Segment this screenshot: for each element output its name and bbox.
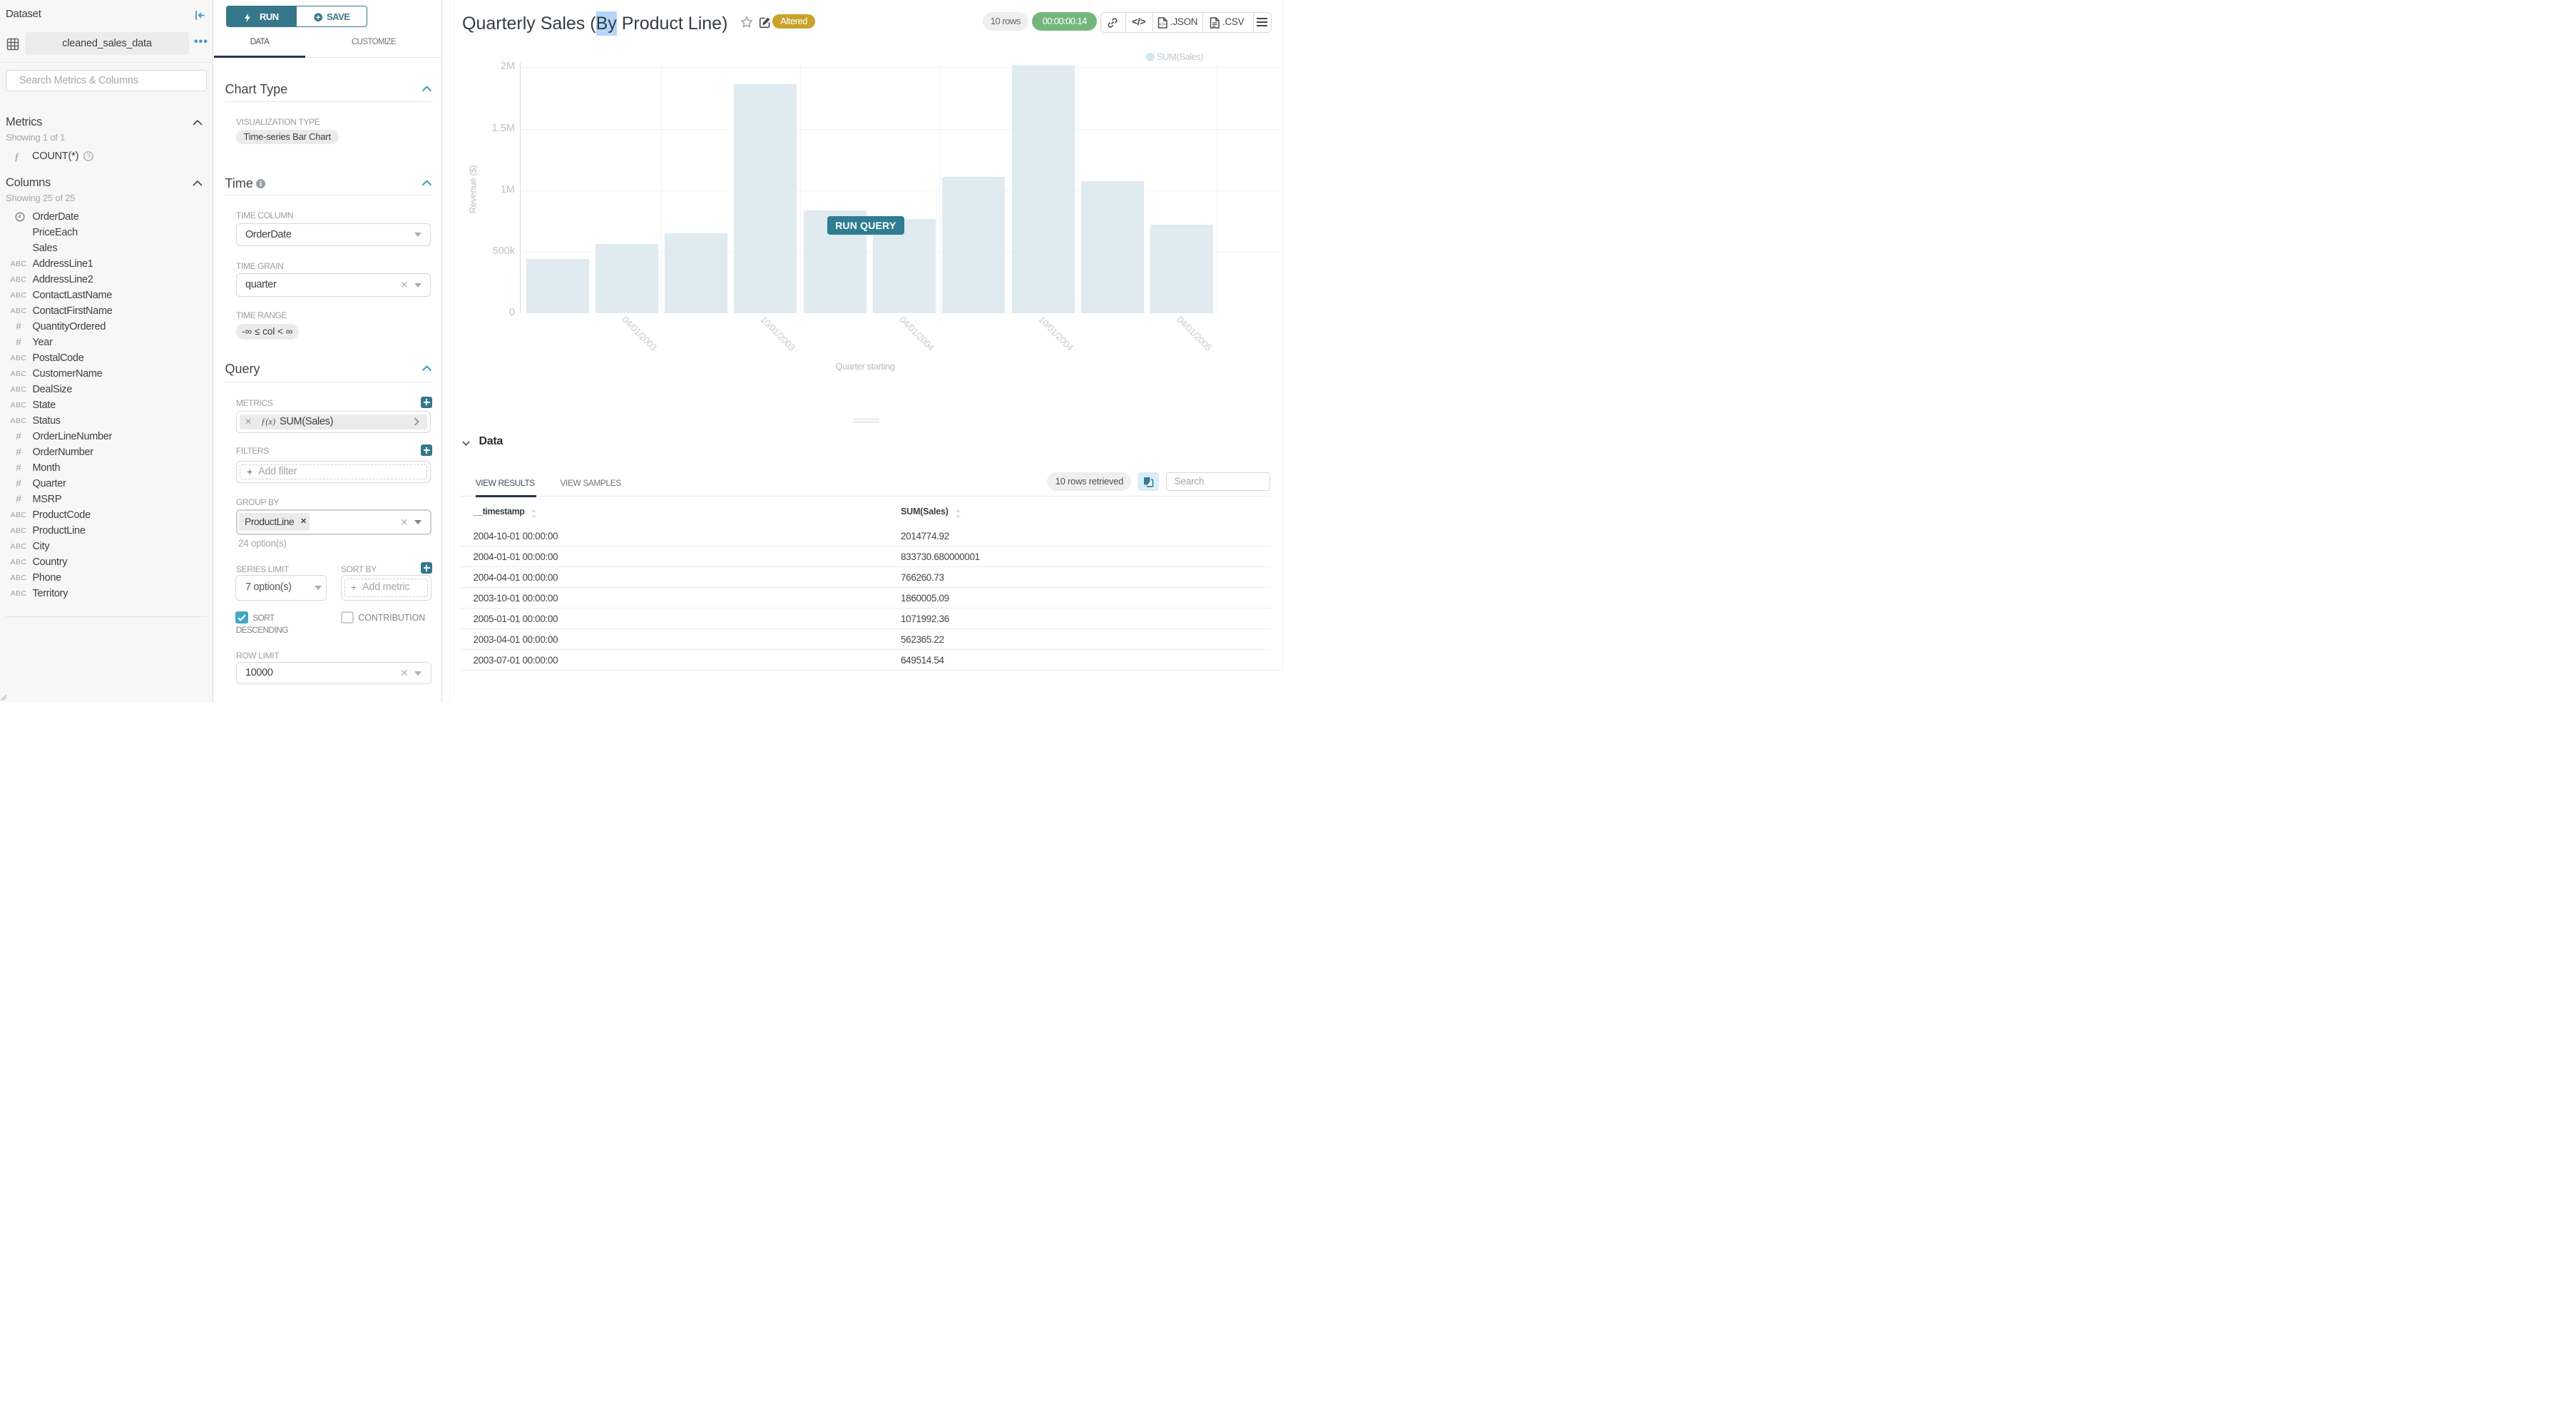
svg-text:</>: </>	[1159, 21, 1166, 26]
svg-text:?: ?	[86, 153, 90, 160]
